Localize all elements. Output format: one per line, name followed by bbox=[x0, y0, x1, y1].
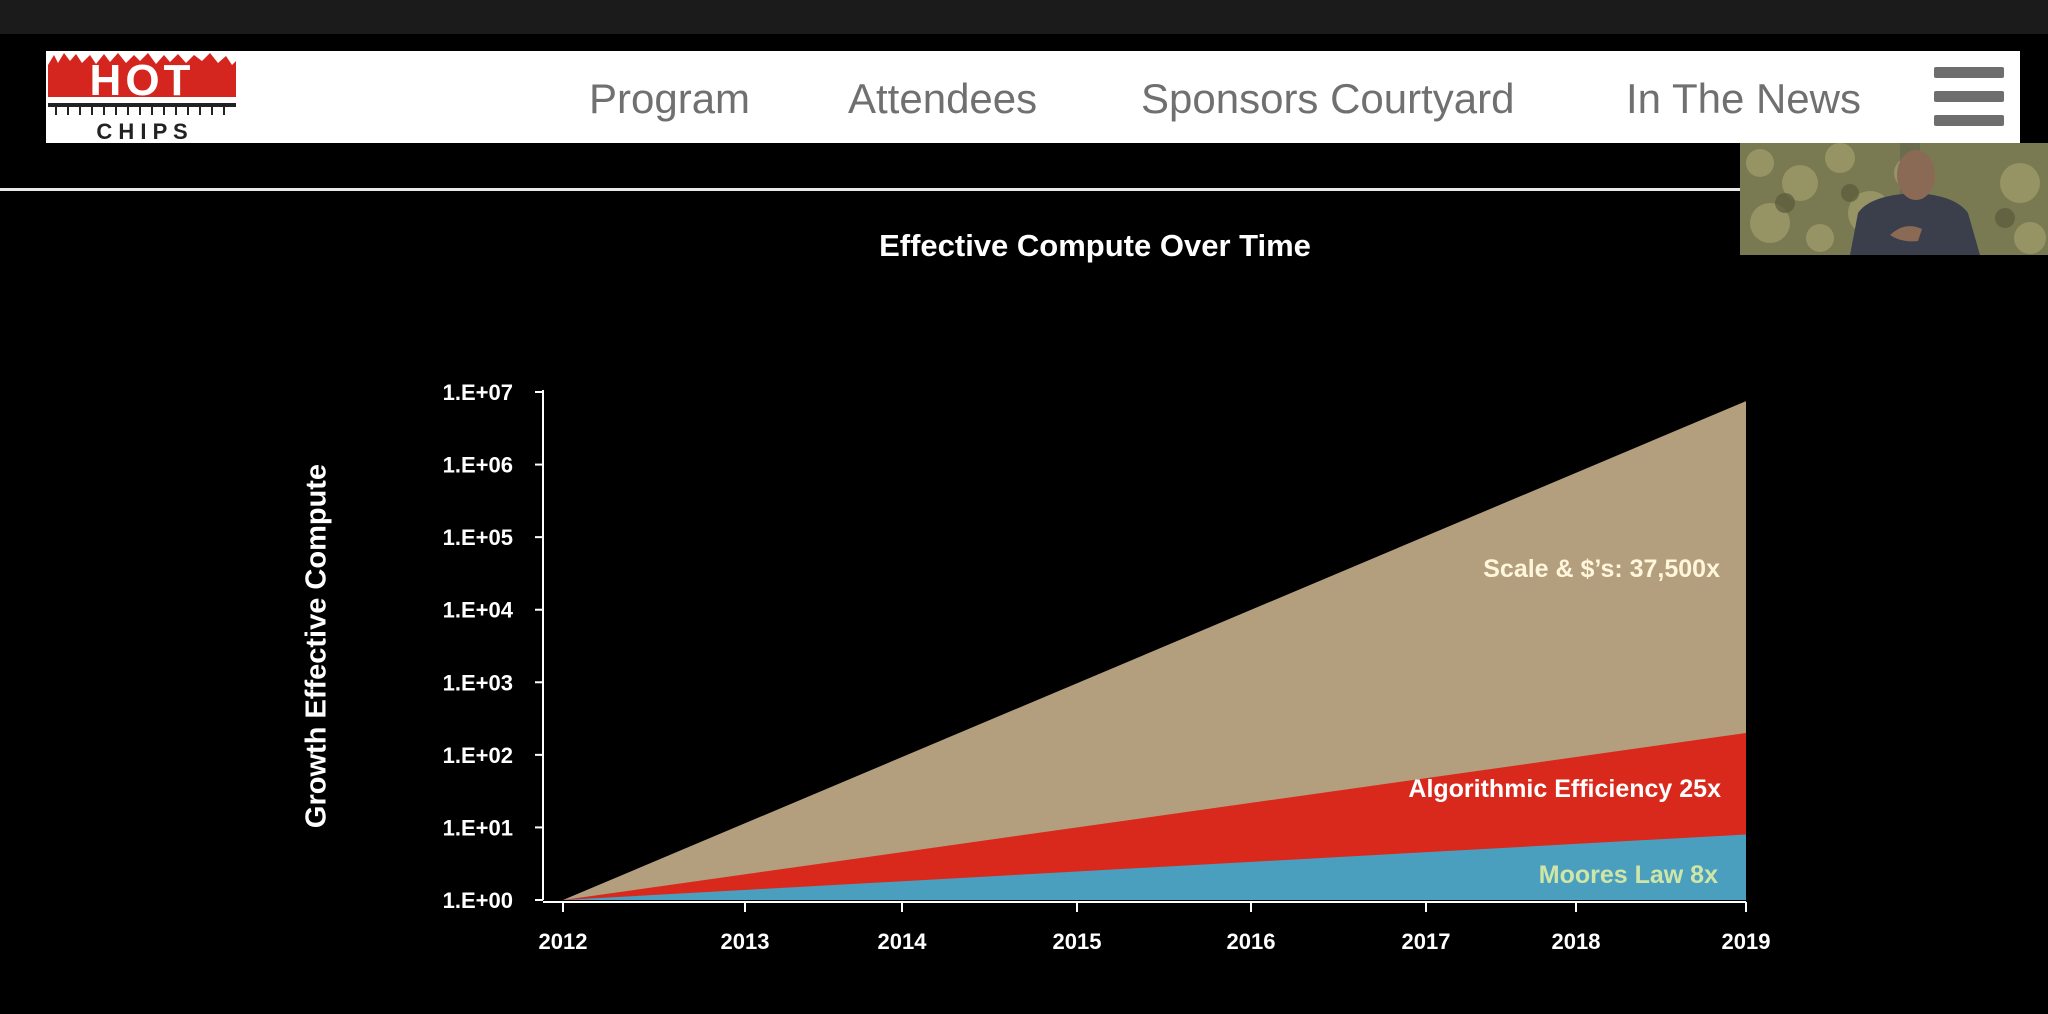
nav-sponsors-courtyard[interactable]: Sponsors Courtyard bbox=[1141, 75, 1515, 122]
site-navbar: HOT C H I P S Program Attendees Sponsors… bbox=[46, 51, 2020, 143]
x-tick-label: 2017 bbox=[1402, 929, 1451, 954]
x-tick-label: 2012 bbox=[539, 929, 588, 954]
y-tick-label: 1.E+02 bbox=[443, 743, 513, 768]
area-label-2: Scale & $’s: 37,500x bbox=[1483, 555, 1720, 583]
logo-bottom-text: C H I P S bbox=[96, 119, 187, 143]
nav-attendees[interactable]: Attendees bbox=[848, 75, 1038, 122]
y-tick-label: 1.E+03 bbox=[443, 670, 513, 695]
area-label-1: Algorithmic Efficiency 25x bbox=[1408, 775, 1721, 803]
x-tick-label: 2018 bbox=[1552, 929, 1601, 954]
chart-title: Effective Compute Over Time bbox=[879, 228, 1311, 263]
x-tick-label: 2019 bbox=[1722, 929, 1771, 954]
y-tick-label: 1.E+01 bbox=[443, 815, 513, 840]
y-tick-label: 1.E+06 bbox=[443, 453, 513, 478]
slide-divider bbox=[0, 188, 2048, 191]
x-tick-label: 2014 bbox=[878, 929, 928, 954]
y-tick-label: 1.E+00 bbox=[443, 888, 513, 913]
speaker-webcam-thumbnail bbox=[1740, 143, 2048, 255]
x-tick-label: 2015 bbox=[1053, 929, 1102, 954]
y-tick-label: 1.E+04 bbox=[443, 598, 514, 623]
area-label-0: Moores Law 8x bbox=[1539, 861, 1718, 889]
area-series-0 bbox=[563, 834, 1746, 900]
x-tick-label: 2016 bbox=[1227, 929, 1276, 954]
logo-top-text: HOT bbox=[90, 56, 195, 105]
x-tick-label: 2013 bbox=[721, 929, 770, 954]
nav-in-the-news[interactable]: In The News bbox=[1626, 75, 1861, 122]
hamburger-menu-icon[interactable] bbox=[1934, 67, 2004, 127]
y-tick-label: 1.E+05 bbox=[443, 525, 513, 550]
hot-chips-logo[interactable]: HOT C H I P S bbox=[46, 51, 238, 143]
top-bar bbox=[0, 0, 2048, 34]
y-tick-label: 1.E+07 bbox=[443, 380, 513, 405]
nav-program[interactable]: Program bbox=[589, 75, 751, 122]
